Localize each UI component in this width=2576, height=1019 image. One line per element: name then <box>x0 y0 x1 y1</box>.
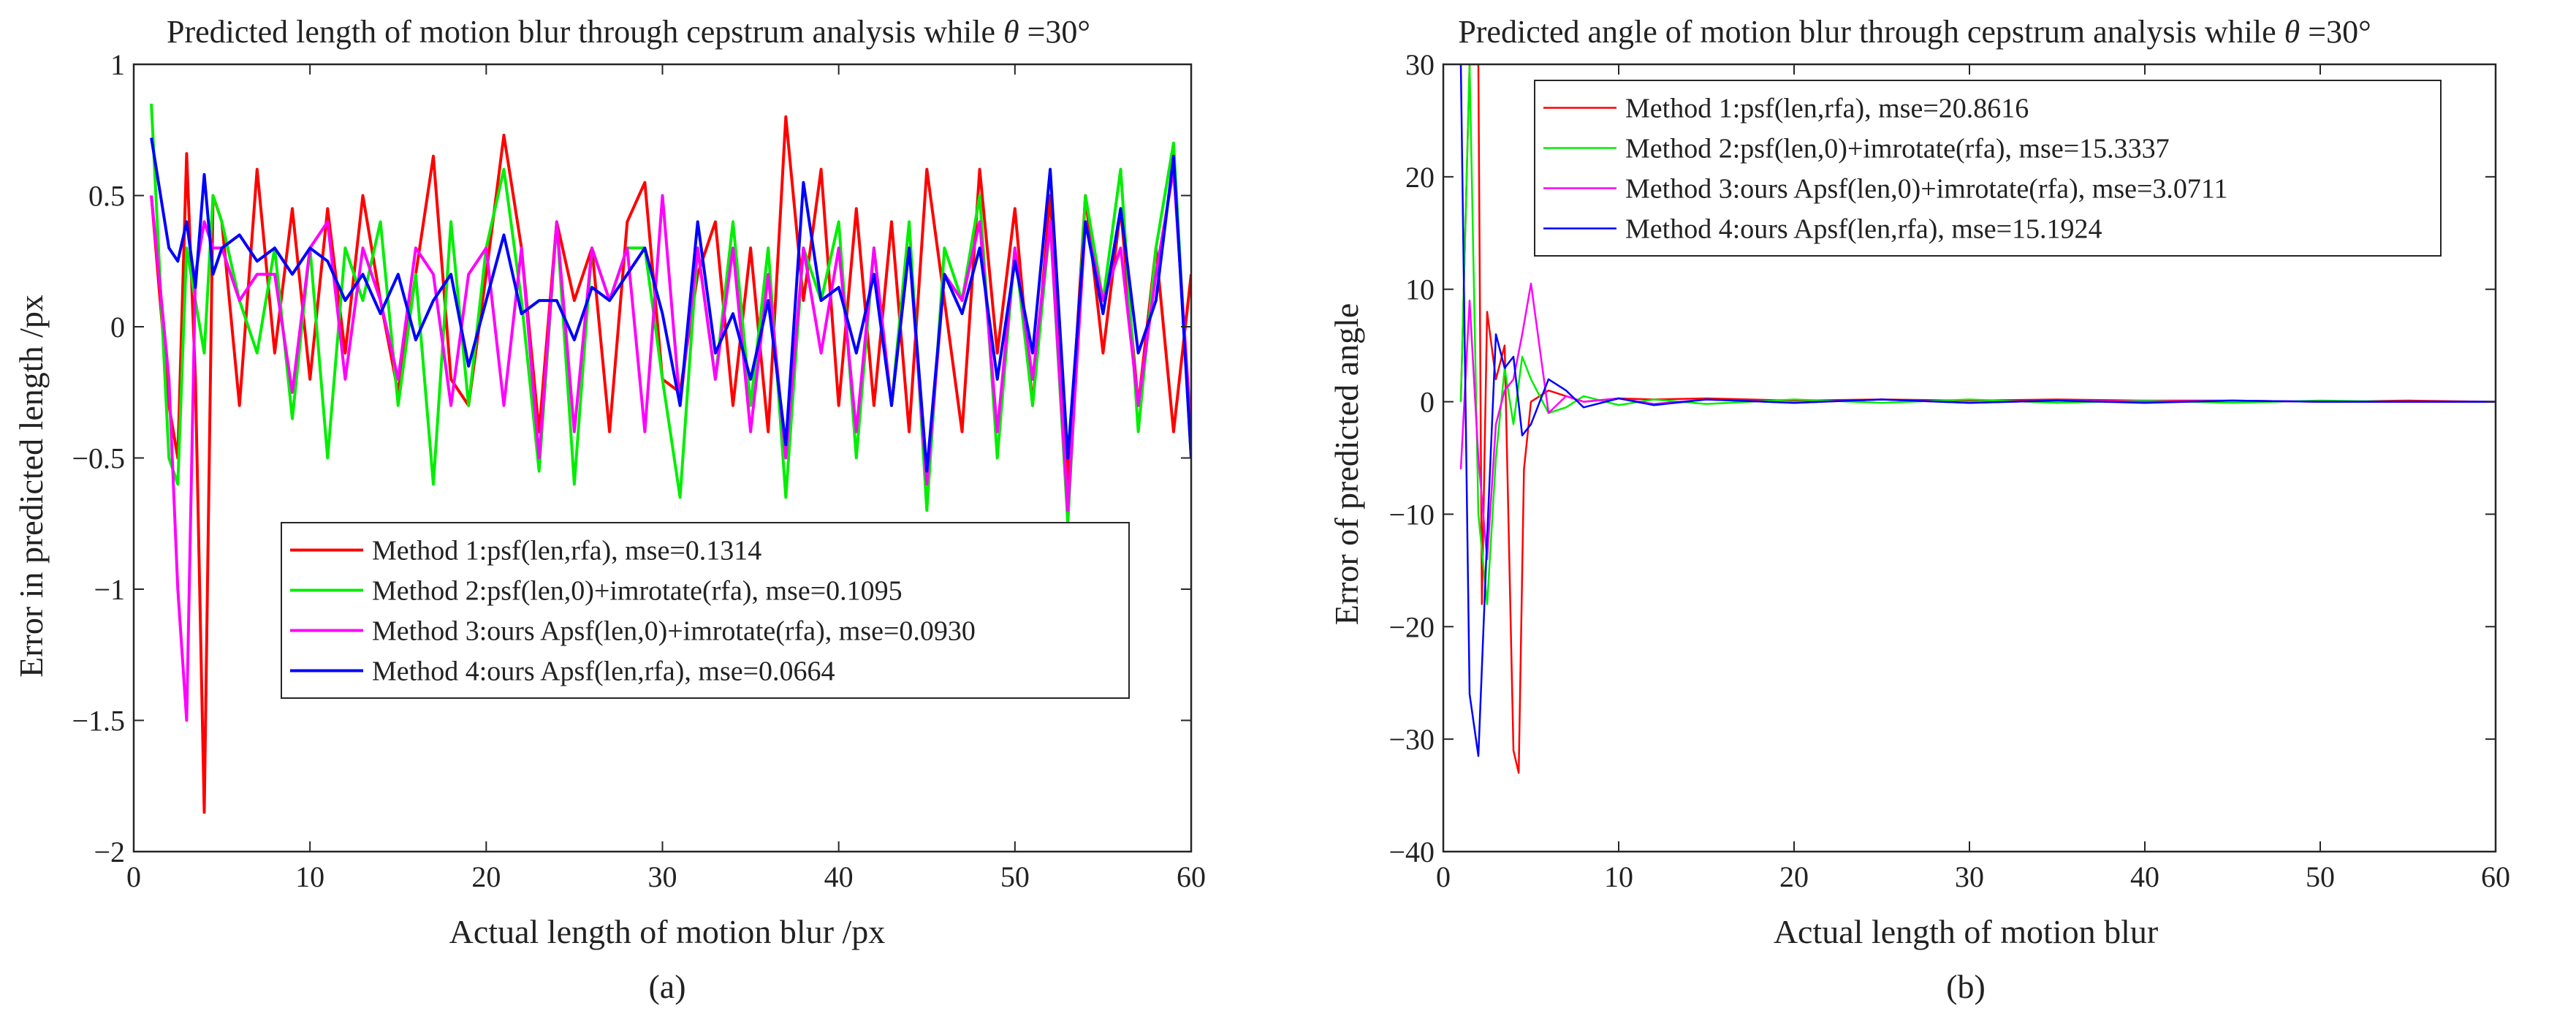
panel-a-ylabel: Error in predicted length /px <box>12 295 50 678</box>
panel-a-xlabel: Actual length of motion blur /px <box>449 913 886 950</box>
panel-a-legend-label-2: Method 2:psf(len,0)+imrotate(rfa), mse=0… <box>372 576 903 607</box>
panel-a-legend-label-3: Method 3:ours Apsf(len,0)+imrotate(rfa),… <box>372 616 976 647</box>
panel-a-xtick-label: 10 <box>295 860 324 893</box>
panel-b-ytick-label: −10 <box>1388 498 1435 531</box>
panel-b-xtick-label: 0 <box>1436 860 1451 893</box>
panel-b-series-group <box>1459 64 2496 774</box>
panel-b-title: Predicted angle of motion blur through c… <box>1458 14 2371 50</box>
panel-b-xlabel: Actual length of motion blur <box>1774 913 2158 950</box>
panel-a-xtick-label: 40 <box>824 860 854 893</box>
panel-b-legend: Method 1:psf(len,rfa), mse=20.8616 Method… <box>1534 80 2442 257</box>
panel-a-series-line-1 <box>150 115 1191 814</box>
panel-b-xtick-label: 20 <box>1779 860 1809 893</box>
panel-a-legend-label-4: Method 4:ours Apsf(len,rfa), mse=0.0664 <box>372 656 835 687</box>
panel-b-legend-label-1: Method 1:psf(len,rfa), mse=20.8616 <box>1625 94 2029 124</box>
panel-b-caption: (b) <box>1946 968 1986 1005</box>
panel-a-ytick-label: −2 <box>94 836 125 868</box>
panel-b-ytick-label: −30 <box>1388 723 1435 756</box>
panel-b-series-line-4 <box>1459 64 2496 757</box>
panel-b-angle-error: 0 10 20 30 40 50 60 −40 −30 −20 −10 0 10 20 30 Method 1… <box>1328 14 2510 1005</box>
panel-b-xtick-label: 30 <box>1955 860 1984 893</box>
panel-a-ytick-label: 0.5 <box>88 180 125 213</box>
panel-a-title: Predicted length of motion blur through … <box>167 14 1090 50</box>
panel-a-xtick-label: 50 <box>1000 860 1030 893</box>
panel-b-ytick-label: 20 <box>1405 161 1435 194</box>
panel-a-plot-area: 0 10 20 30 40 50 60 −2 −1.5 −1 −0.5 0 0.5 1 Method 1:p… <box>72 48 1206 893</box>
panel-a-axes-box <box>132 63 1193 853</box>
panel-b-legend-label-4: Method 4:ours Apsf(len,rfa), mse=15.1924 <box>1625 214 2102 245</box>
panel-a-legend-label-1: Method 1:psf(len,rfa), mse=0.1314 <box>372 536 761 567</box>
panel-b-xtick-label: 10 <box>1604 860 1633 893</box>
panel-b-ytick-label: −20 <box>1388 610 1435 643</box>
panel-a-ytick-label: −0.5 <box>72 442 125 475</box>
panel-a-ytick-label: −1 <box>94 573 125 606</box>
panel-a-xtick-label: 60 <box>1177 860 1206 893</box>
panel-a-xtick-label: 30 <box>648 860 677 893</box>
panel-a-ytick-label: −1.5 <box>72 705 125 738</box>
panel-a-ytick-label: 0 <box>110 311 125 344</box>
panel-b-series-line-3 <box>1459 282 2496 561</box>
panel-b-xtick-label: 60 <box>2481 860 2510 893</box>
panel-b-legend-label-3: Method 3:ours Apsf(len,0)+imrotate(rfa),… <box>1625 174 2228 205</box>
panel-a-ytick-label: 1 <box>110 48 125 81</box>
panel-b-xtick-label: 50 <box>2306 860 2335 893</box>
panel-a-series-group <box>150 103 1191 814</box>
panel-a-legend-box <box>281 522 1130 699</box>
panel-a-xtick-label: 0 <box>126 860 141 893</box>
panel-b-plot-area: 0 10 20 30 40 50 60 −40 −30 −20 −10 0 10 20 30 Method 1… <box>1388 48 2510 893</box>
panel-b-xtick-label: 40 <box>2130 860 2159 893</box>
panel-b-legend-label-2: Method 2:psf(len,0)+imrotate(rfa), mse=1… <box>1625 134 2170 164</box>
panel-b-ytick-label: −40 <box>1388 836 1435 868</box>
panel-a-legend: Method 1:psf(len,rfa), mse=0.1314 Method … <box>281 522 1130 699</box>
panel-a-xtick-label: 20 <box>471 860 501 893</box>
panel-b-legend-box <box>1534 80 2442 257</box>
panel-b-ytick-label: 0 <box>1420 386 1435 419</box>
panel-b-ytick-label: 30 <box>1405 48 1435 81</box>
panel-a-caption: (a) <box>648 968 685 1005</box>
panel-b-ylabel: Error of predicted angle <box>1328 303 1365 626</box>
panel-a-length-error: 0 10 20 30 40 50 60 −2 −1.5 −1 −0.5 0 0.5 1 Method 1:p… <box>12 14 1206 1005</box>
panel-a-series-line-4 <box>150 137 1191 473</box>
panel-b-ytick-label: 10 <box>1405 273 1435 306</box>
